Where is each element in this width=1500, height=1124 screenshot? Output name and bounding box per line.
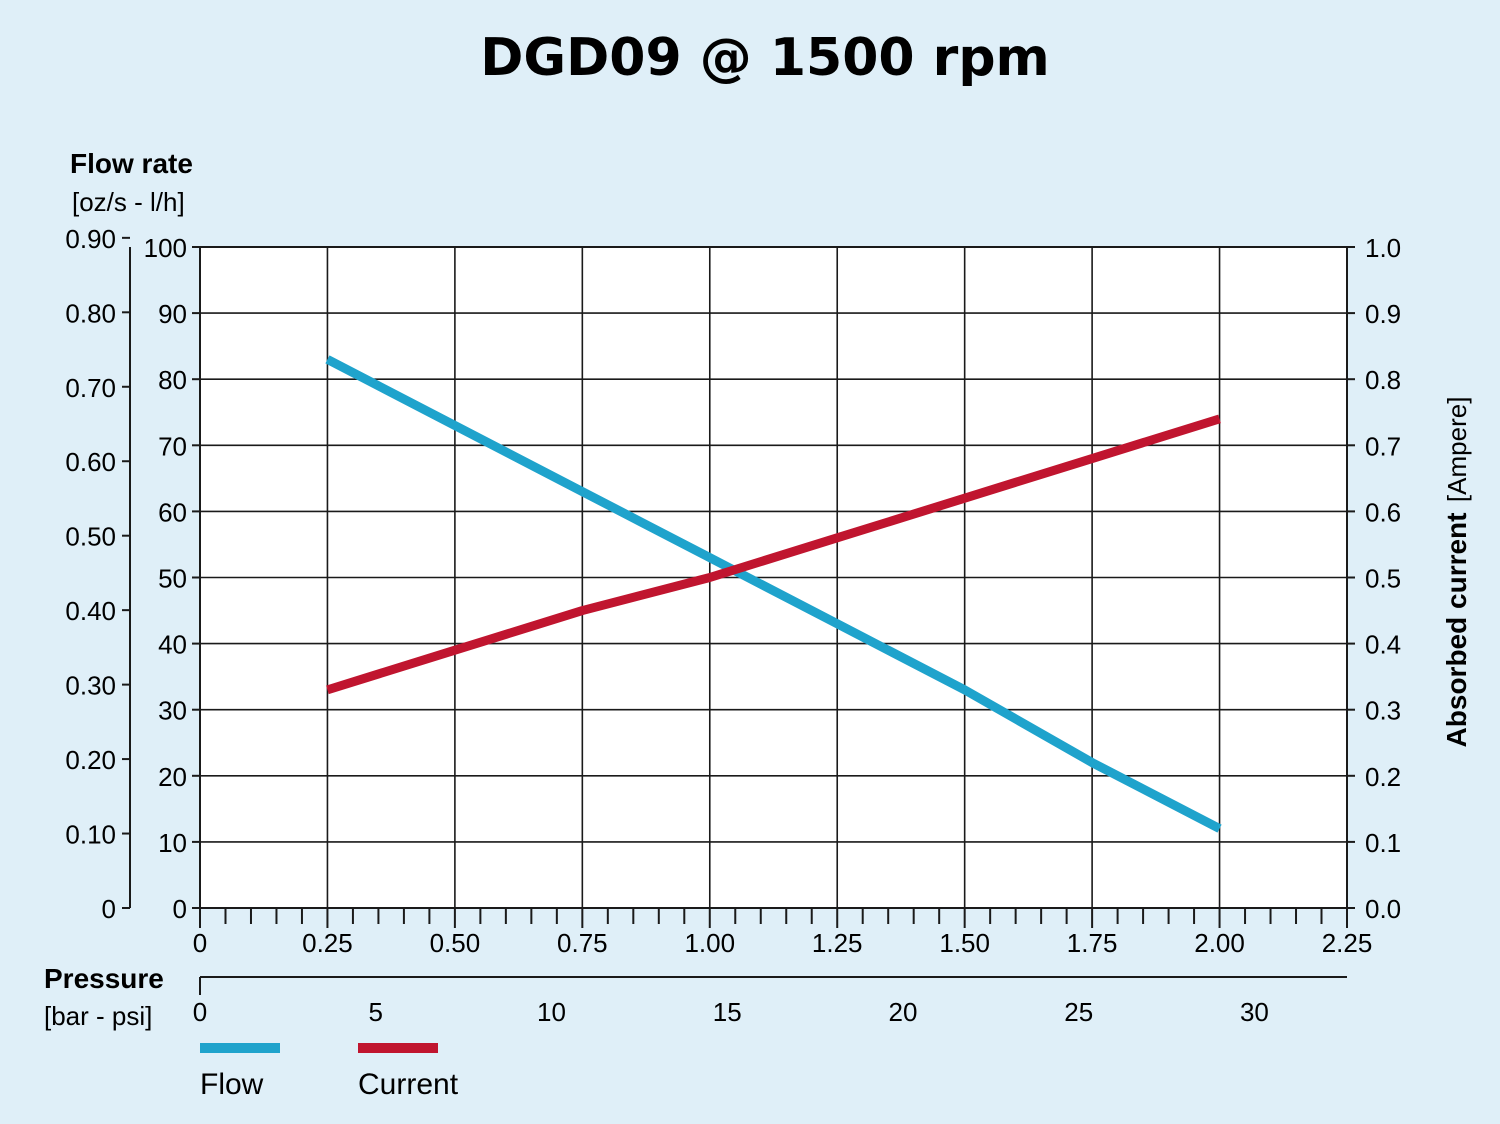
y-tick-label-ozs: 0.90 (65, 224, 116, 254)
y-left-tick-label-lh: 30 (158, 696, 187, 726)
x-tick-label-bar: 0 (193, 928, 207, 958)
y-right-tick-label: 0.3 (1365, 696, 1401, 726)
y-right-tick-label: 0.2 (1365, 762, 1401, 792)
y-tick-label-ozs: 0.20 (65, 745, 116, 775)
y-tick-label-ozs: 0.50 (65, 522, 116, 552)
y-right-tick-label: 0.4 (1365, 630, 1401, 660)
y-tick-label-ozs: 0.40 (65, 596, 116, 626)
x-tick-label-psi: 15 (713, 997, 742, 1027)
y-tick-label-ozs: 0.60 (65, 447, 116, 477)
legend-label-flow: Flow (200, 1068, 264, 1101)
y-left-tick-label-lh: 50 (158, 564, 187, 594)
chart-title: DGD09 @ 1500 rpm (480, 28, 1049, 88)
y-right-title-text: Absorbed current (1441, 513, 1472, 748)
y-right-tick-label: 0.8 (1365, 365, 1401, 395)
x-tick-label-psi: 20 (888, 997, 917, 1027)
x-axis-units: [bar - psi] (44, 1001, 152, 1031)
legend-swatch-current (358, 1043, 438, 1053)
x-tick-label-bar: 1.75 (1067, 928, 1118, 958)
grid (200, 247, 1347, 908)
y-left-tick-label-lh: 60 (158, 497, 187, 527)
y-left-tick-label-lh: 0 (173, 894, 187, 924)
y-tick-label-ozs: 0.10 (65, 820, 116, 850)
legend: Flow Current (200, 1043, 459, 1101)
x-axis-title: Pressure (44, 963, 164, 994)
y-left-tick-label-lh: 10 (158, 828, 187, 858)
y-left-axis-units: [oz/s - l/h] (72, 187, 185, 217)
y-right-tick-label: 0.7 (1365, 431, 1401, 461)
x-tick-label-bar: 1.50 (939, 928, 990, 958)
x-tick-label-bar: 1.25 (812, 928, 863, 958)
y-tick-label-ozs: 0.80 (65, 298, 116, 328)
y-right-tick-label: 0.9 (1365, 299, 1401, 329)
x-tick-label-bar: 2.00 (1194, 928, 1245, 958)
x-tick-label-psi: 5 (369, 997, 383, 1027)
y-right-tick-label: 0.1 (1365, 828, 1401, 858)
x-tick-label-bar: 2.25 (1322, 928, 1373, 958)
y-right-axis-title: Absorbed current [Ampere] (1441, 397, 1472, 748)
x-tick-label-psi: 25 (1064, 997, 1093, 1027)
x-tick-label-psi: 10 (537, 997, 566, 1027)
y-left-tick-label-lh: 70 (158, 431, 187, 461)
x-tick-label-bar: 0.50 (430, 928, 481, 958)
axes (122, 236, 1355, 995)
x-tick-label-psi: 0 (193, 997, 207, 1027)
y-right-tick-label: 0.0 (1365, 894, 1401, 924)
y-tick-label-ozs: 0.30 (65, 671, 116, 701)
y-left-tick-label-lh: 20 (158, 762, 187, 792)
x-tick-label-bar: 0.25 (302, 928, 353, 958)
y-left-tick-label-lh: 80 (158, 365, 187, 395)
x-tick-label-psi: 30 (1240, 997, 1269, 1027)
y-left-tick-label-lh: 40 (158, 630, 187, 660)
series-lines (325, 355, 1222, 833)
y-right-tick-label: 0.6 (1365, 497, 1401, 527)
y-right-tick-label: 1.0 (1365, 233, 1401, 263)
legend-swatch-flow (200, 1043, 280, 1053)
series-line-flow (325, 355, 1222, 833)
legend-label-current: Current (358, 1068, 459, 1101)
y-right-tick-label: 0.5 (1365, 564, 1401, 594)
y-left-tick-label-lh: 100 (144, 233, 187, 263)
y-left-tick-label-lh: 90 (158, 299, 187, 329)
x-tick-label-bar: 1.00 (684, 928, 735, 958)
y-tick-label-ozs: 0 (102, 894, 116, 924)
tick-labels: 0 0.25 0.50 0.75 1.00 1.25 1.50 1.75 2.00 2.250 5 1… (65, 224, 1401, 1027)
series-line-current (326, 414, 1221, 695)
y-left-axis-title: Flow rate (70, 148, 193, 179)
y-right-units-text: [Ampere] (1442, 397, 1472, 503)
y-tick-label-ozs: 0.70 (65, 373, 116, 403)
x-tick-label-bar: 0.75 (557, 928, 608, 958)
